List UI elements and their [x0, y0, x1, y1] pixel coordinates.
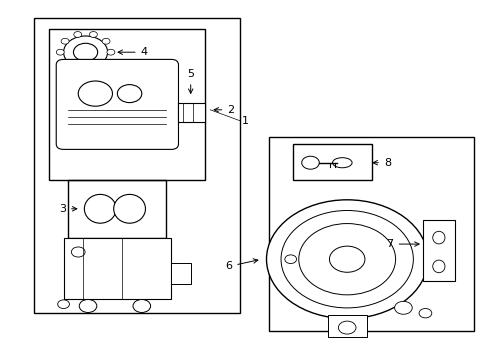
Circle shape — [284, 255, 296, 264]
Ellipse shape — [84, 194, 116, 223]
Circle shape — [56, 49, 64, 55]
Circle shape — [71, 247, 85, 257]
Circle shape — [102, 60, 110, 66]
Ellipse shape — [332, 158, 351, 168]
Circle shape — [329, 246, 364, 272]
Bar — [171, 263, 190, 284]
Bar — [178, 103, 205, 122]
Text: 3: 3 — [59, 204, 77, 214]
Circle shape — [74, 67, 81, 73]
Circle shape — [281, 211, 412, 308]
Ellipse shape — [432, 231, 444, 244]
Bar — [268, 137, 473, 331]
Bar — [49, 29, 205, 180]
Circle shape — [73, 43, 98, 61]
Circle shape — [338, 321, 355, 334]
Bar — [422, 220, 454, 281]
Ellipse shape — [113, 194, 145, 223]
Circle shape — [102, 38, 110, 44]
Bar — [327, 315, 366, 337]
Text: 6: 6 — [225, 259, 257, 271]
Circle shape — [266, 200, 427, 319]
Text: 4: 4 — [118, 47, 147, 57]
Circle shape — [301, 156, 319, 169]
Text: 5: 5 — [187, 69, 194, 93]
Circle shape — [61, 38, 69, 44]
Circle shape — [117, 85, 142, 103]
Text: 2: 2 — [214, 105, 234, 115]
Circle shape — [89, 32, 97, 37]
Circle shape — [63, 36, 107, 68]
Circle shape — [133, 300, 150, 312]
Bar — [63, 238, 171, 299]
Bar — [34, 18, 239, 313]
Text: 1: 1 — [242, 116, 248, 126]
Bar — [68, 180, 166, 238]
Bar — [293, 144, 371, 180]
Circle shape — [79, 300, 97, 312]
Circle shape — [107, 49, 115, 55]
Circle shape — [78, 81, 112, 106]
Circle shape — [58, 300, 69, 309]
Circle shape — [61, 60, 69, 66]
Circle shape — [298, 224, 395, 295]
Circle shape — [418, 309, 431, 318]
Circle shape — [74, 32, 81, 37]
Circle shape — [89, 67, 97, 73]
FancyBboxPatch shape — [56, 59, 178, 149]
Text: 8: 8 — [372, 158, 390, 168]
Circle shape — [394, 301, 411, 314]
Ellipse shape — [432, 260, 444, 273]
Text: 7: 7 — [386, 239, 418, 249]
